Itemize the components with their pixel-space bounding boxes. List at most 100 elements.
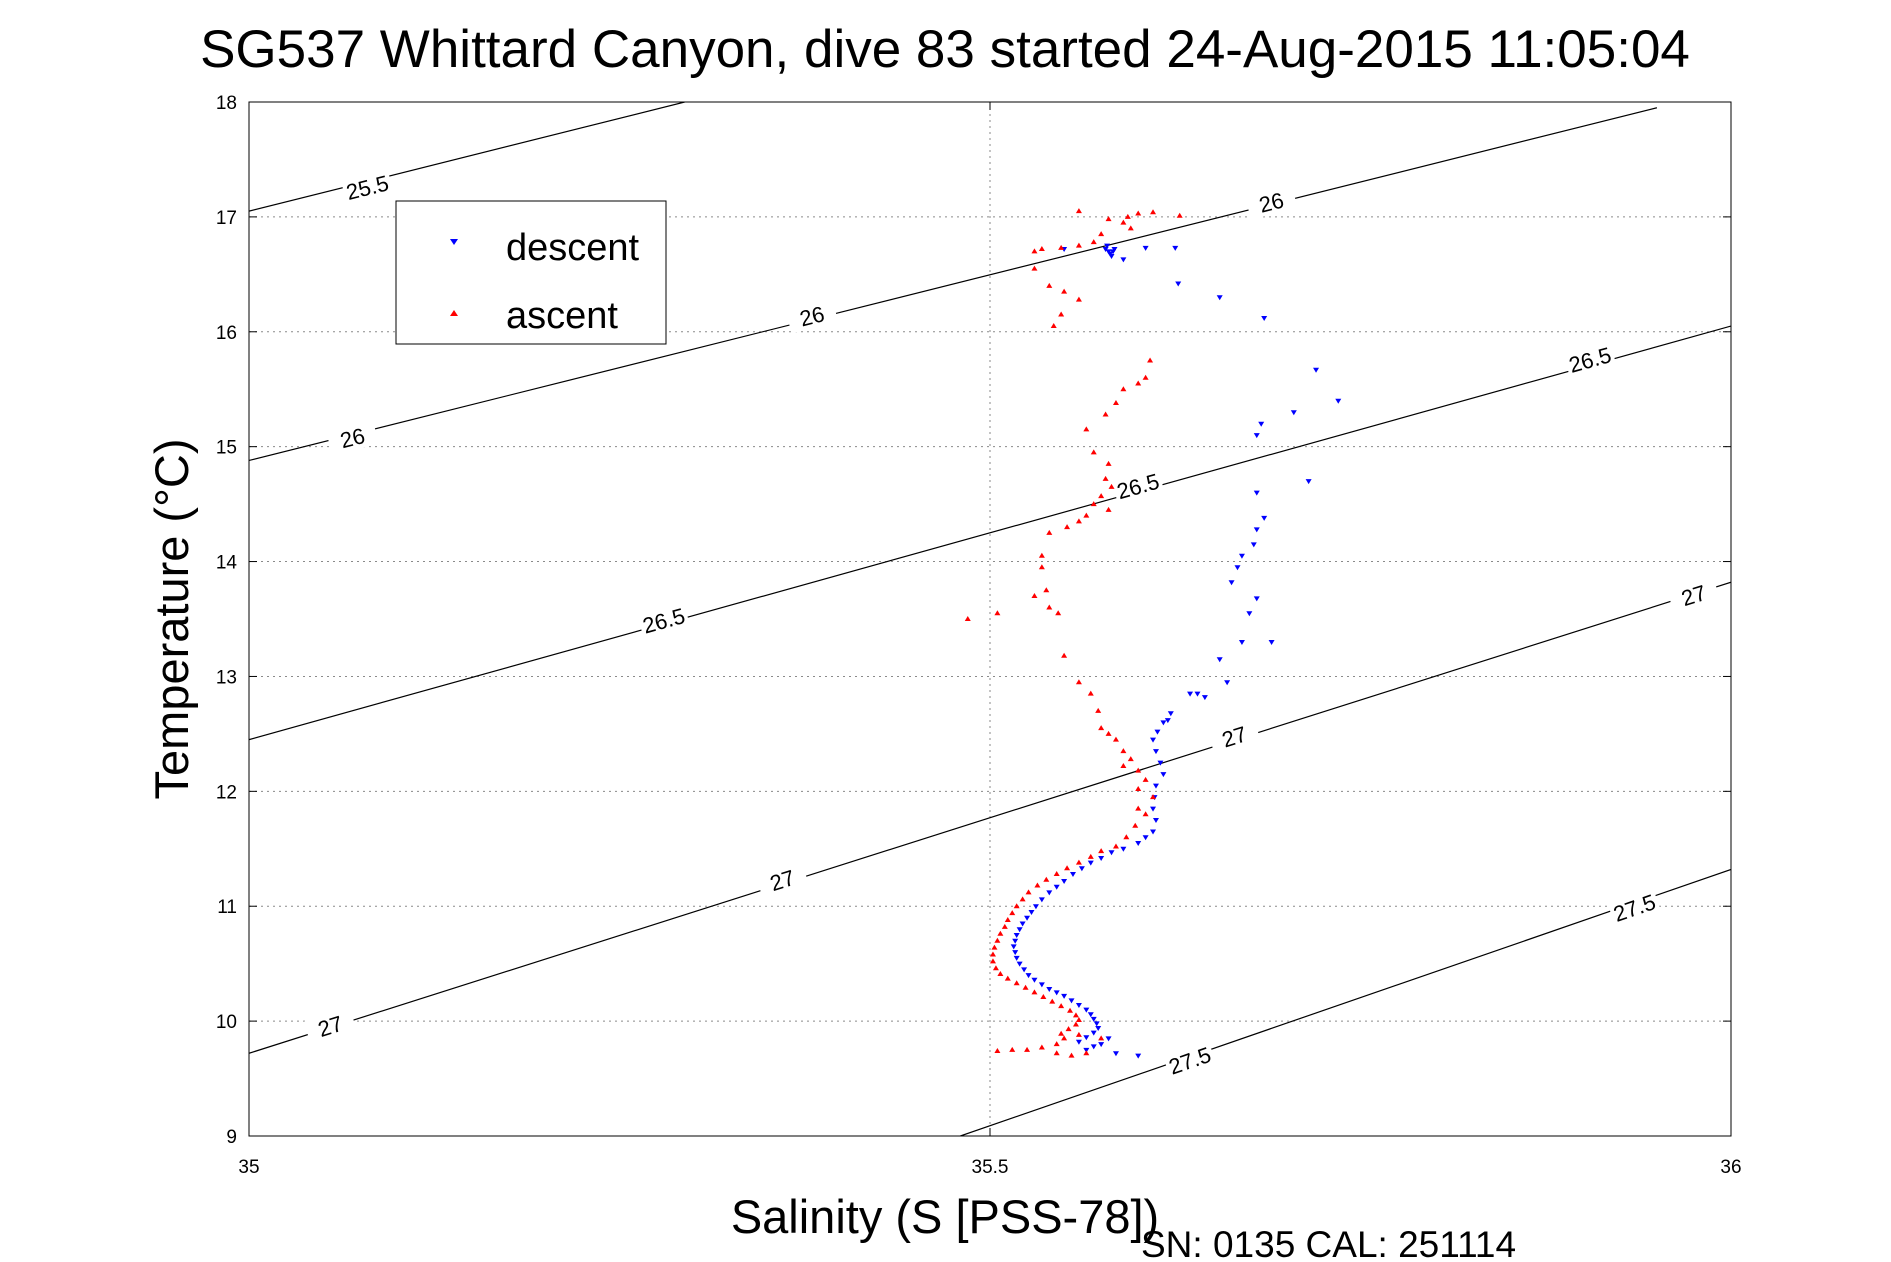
descent-point (1013, 955, 1020, 961)
ascent-point (1053, 871, 1060, 877)
ascent-point (1031, 248, 1038, 254)
ascent-point (1050, 323, 1057, 329)
ascent-point (1034, 882, 1041, 888)
descent-point (1038, 897, 1045, 903)
ascent-point (994, 937, 1001, 943)
ascent-point (1142, 374, 1149, 380)
descent-point (1078, 866, 1085, 872)
ascent-point (1098, 1035, 1105, 1041)
descent-point (1154, 729, 1161, 735)
descent-point (1261, 515, 1268, 521)
ascent-point (1098, 848, 1105, 854)
descent-point (1150, 806, 1157, 812)
descent-point (1268, 639, 1275, 645)
y-tick-label: 12 (216, 782, 237, 803)
ascent-point (1072, 1021, 1079, 1027)
descent-point (1083, 1007, 1090, 1013)
descent-point (1021, 967, 1028, 973)
descent-point (1112, 1051, 1119, 1057)
descent-point (1111, 247, 1118, 253)
ascent-point (1135, 805, 1142, 811)
ascent-point (1046, 604, 1053, 610)
ascent-point (994, 1047, 1001, 1053)
ascent-point (1025, 889, 1032, 895)
ascent-point (1046, 529, 1053, 535)
ascent-point (1058, 1030, 1065, 1036)
contour-label-gap (1245, 184, 1298, 220)
ascent-point (1108, 483, 1115, 489)
y-tick-label: 16 (216, 323, 237, 344)
ascent-point (1150, 794, 1157, 800)
ascent-point (1024, 1046, 1031, 1052)
ascent-point (1087, 690, 1094, 696)
y-axis-ticks: 9 10 11 12 13 14 15 16 17 18 (216, 93, 1731, 1148)
density-contours (249, 102, 1731, 1136)
contour-label-gap (755, 861, 809, 899)
ascent-point (1120, 219, 1127, 225)
descent-point (1253, 433, 1260, 439)
ascent-point (1043, 876, 1050, 882)
ascent-point (1031, 265, 1038, 271)
ascent-point (1061, 288, 1068, 294)
descent-point (1216, 657, 1223, 663)
descent-point (1150, 737, 1157, 743)
descent-point (1087, 1012, 1094, 1018)
descent-point (1150, 829, 1157, 835)
descent-point (1046, 890, 1053, 896)
descent-point (1012, 938, 1019, 944)
descent-point (1142, 835, 1149, 841)
descent-point (1201, 695, 1208, 701)
descent-point (1253, 527, 1260, 533)
ascent-point (1105, 216, 1112, 222)
ascent-point (1001, 923, 1008, 929)
ascent-point (1058, 311, 1065, 317)
ascent-point (1075, 518, 1082, 524)
descent-point (1253, 596, 1260, 602)
ascent-point (1147, 357, 1154, 363)
ascent-series (964, 208, 1183, 1058)
ascent-point (1142, 776, 1149, 782)
ascent-point (1112, 400, 1119, 406)
ascent-point (1009, 1046, 1016, 1052)
ascent-point (994, 610, 1001, 616)
ascent-point (1087, 853, 1094, 859)
descent-point (1228, 580, 1235, 586)
ascent-point (1112, 843, 1119, 849)
ascent-point (1038, 246, 1045, 252)
ascent-point (1102, 411, 1109, 417)
ascent-point (1135, 767, 1142, 773)
ascent-point (1075, 679, 1082, 685)
ascent-point (1058, 244, 1065, 250)
descent-point (1019, 921, 1026, 927)
contour-label-gap (637, 602, 691, 639)
descent-point (1160, 720, 1167, 726)
descent-point (1253, 490, 1260, 496)
ascent-point (1019, 896, 1026, 902)
descent-point (1261, 315, 1268, 321)
ascent-point (1067, 1007, 1074, 1013)
density-contour-line (249, 107, 1658, 462)
ascent-point (1105, 460, 1112, 466)
ascent-point (1013, 980, 1020, 986)
ascent-point (1075, 1031, 1082, 1037)
ascent-point (1038, 552, 1045, 558)
legend-ascent-marker (450, 310, 458, 316)
descent-point (1016, 927, 1023, 933)
descent-point (1028, 909, 1035, 915)
contour-label-gap (1607, 888, 1661, 927)
descent-point (1313, 367, 1320, 373)
x-tick-label: 35.5 (972, 1157, 1009, 1178)
ascent-point (1105, 730, 1112, 736)
ascent-point (1046, 282, 1053, 288)
descent-point (1098, 855, 1105, 861)
ascent-point (1127, 756, 1134, 762)
ascent-point (1102, 475, 1109, 481)
ascent-point (1098, 725, 1105, 731)
descent-point (1108, 850, 1115, 856)
ascent-point (1124, 213, 1131, 219)
ascent-point (1135, 786, 1142, 792)
ascent-point (1123, 834, 1130, 840)
legend-descent-marker (450, 239, 458, 245)
legend-box (395, 200, 667, 345)
